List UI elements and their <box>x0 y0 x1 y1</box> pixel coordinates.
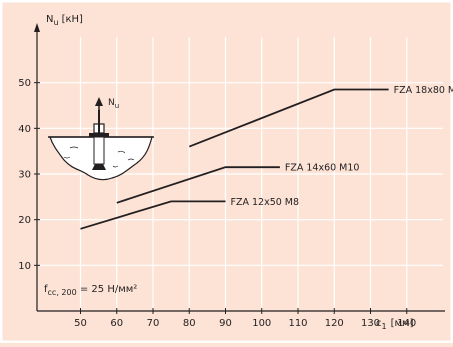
load-label: Nu <box>108 98 119 110</box>
concrete-strength-annotation: fcc, 200 = 25 Н/мм² <box>44 284 137 297</box>
x-axis-label: c1[мм] <box>376 318 414 331</box>
y-axis-arrow-icon <box>34 23 40 32</box>
y-tick-label: 10 <box>18 261 31 272</box>
anchor-illustration: Nu <box>48 97 154 180</box>
x-tick-label: 100 <box>252 318 271 329</box>
x-tick-label: 50 <box>74 318 87 329</box>
series-label-1: FZA 18x80 M12 <box>394 85 453 96</box>
series-label-2: FZA 14x60 M10 <box>285 163 360 174</box>
anchor-sleeve <box>94 137 104 164</box>
x-tick-label: 110 <box>288 318 307 329</box>
arrow-up-icon <box>95 97 103 106</box>
x-tick-label: 70 <box>147 318 160 329</box>
x-tick-label: 120 <box>325 318 344 329</box>
y-tick-label: 50 <box>18 78 31 89</box>
series-label-3: FZA 12x50 M8 <box>231 197 300 208</box>
x-tick-label: 80 <box>183 318 196 329</box>
y-tick-label: 30 <box>18 170 31 181</box>
series-line-1 <box>189 90 388 147</box>
x-tick-label: 60 <box>110 318 123 329</box>
y-axis-label: Nu[кН] <box>46 14 83 27</box>
y-tick-label: 20 <box>18 215 31 226</box>
y-tick-label: 40 <box>18 124 31 135</box>
x-tick-label: 90 <box>219 318 232 329</box>
